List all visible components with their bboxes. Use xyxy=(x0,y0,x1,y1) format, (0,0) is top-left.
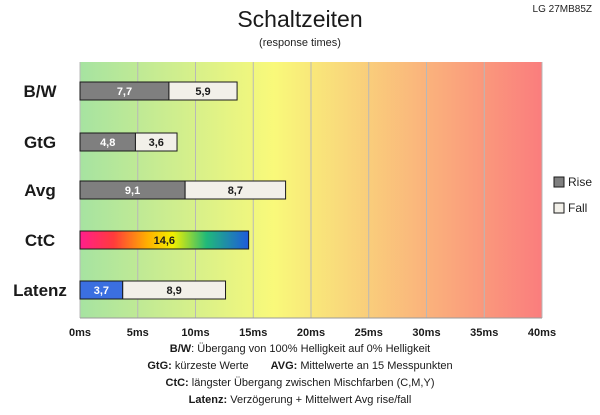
monitor-model: LG 27MB85Z xyxy=(533,4,592,15)
value-label-fall: 3,6 xyxy=(149,137,164,149)
value-label-fall: 5,9 xyxy=(195,86,210,98)
note-latenz: Latenz: Verzögerung + Mittelwert Avg ris… xyxy=(0,392,600,409)
x-tick-label: 5ms xyxy=(127,327,149,339)
x-tick-label: 40ms xyxy=(528,327,556,339)
chart-subtitle: (response times) xyxy=(259,37,341,49)
category-label: Avg xyxy=(24,181,56,200)
category-labels: B/W GtG Avg CtC Latenz xyxy=(13,82,67,300)
note-avg-text: Mittelwerte an 15 Messpunkten xyxy=(297,360,453,372)
value-label-fall: 8,9 xyxy=(166,285,181,297)
footnotes: B/W: Übergang von 100% Helligkeit auf 0%… xyxy=(0,341,600,409)
category-label: Latenz xyxy=(13,281,67,300)
note-gtg-text: kürzeste Werte xyxy=(171,360,249,372)
x-tick-label: 30ms xyxy=(412,327,440,339)
bar-fall xyxy=(122,280,227,300)
bar-fall xyxy=(184,180,287,200)
x-tick-label: 0ms xyxy=(69,327,91,339)
note-gtg-key: GtG: xyxy=(147,360,172,372)
legend: Rise Fall xyxy=(553,175,592,215)
note-bw: B/W: Übergang von 100% Helligkeit auf 0%… xyxy=(0,341,600,358)
note-ctc: CtC: längster Übergang zwischen Mischfar… xyxy=(0,375,600,392)
note-bw-text: : Übergang von 100% Helligkeit auf 0% He… xyxy=(191,343,431,355)
x-tick-label: 35ms xyxy=(470,327,498,339)
bar-fall xyxy=(134,132,178,152)
value-label-rise: 14,6 xyxy=(154,235,175,247)
note-latenz-key: Latenz: xyxy=(188,394,228,406)
note-ctc-text: längster Übergang zwischen Mischfarben (… xyxy=(188,377,435,389)
legend-label: Rise xyxy=(568,175,592,189)
bar-rise xyxy=(79,230,250,250)
note-latenz-text: Verzögerung + Mittelwert Avg rise/fall xyxy=(227,394,412,406)
category-label: B/W xyxy=(23,82,57,101)
chart-title: Schaltzeiten xyxy=(237,6,362,32)
value-label-rise: 9,1 xyxy=(125,185,140,197)
note-avg-key: AVG: xyxy=(270,360,298,372)
bars xyxy=(79,81,287,300)
x-tick-label: 15ms xyxy=(239,327,267,339)
note-ctc-key: CtC: xyxy=(165,377,189,389)
bar-fall xyxy=(168,81,238,101)
value-label-rise: 4,8 xyxy=(100,137,115,149)
category-label: CtC xyxy=(25,231,55,250)
value-label-rise: 7,7 xyxy=(117,86,132,98)
value-labels: 7,7 5,9 4,8 3,6 9,1 8,7 14,6 3,7 8,9 xyxy=(94,86,243,297)
value-label-fall: 8,7 xyxy=(228,185,243,197)
category-label: GtG xyxy=(24,133,56,152)
note-bw-key: B/W xyxy=(169,343,192,355)
legend-swatch xyxy=(553,176,565,188)
grid-lines xyxy=(79,62,543,319)
legend-label: Fall xyxy=(568,201,587,215)
x-tick-label: 20ms xyxy=(297,327,325,339)
legend-swatch xyxy=(553,202,565,214)
note-gtg-avg: GtG: kürzeste Werte AVG: Mittelwerte an 1… xyxy=(0,358,600,375)
x-tick-label: 25ms xyxy=(355,327,383,339)
x-tick-labels: 0ms 5ms 10ms 15ms 20ms 25ms 30ms 35ms 40ms xyxy=(69,327,556,339)
x-tick-label: 10ms xyxy=(181,327,209,339)
value-label-rise: 3,7 xyxy=(94,285,109,297)
